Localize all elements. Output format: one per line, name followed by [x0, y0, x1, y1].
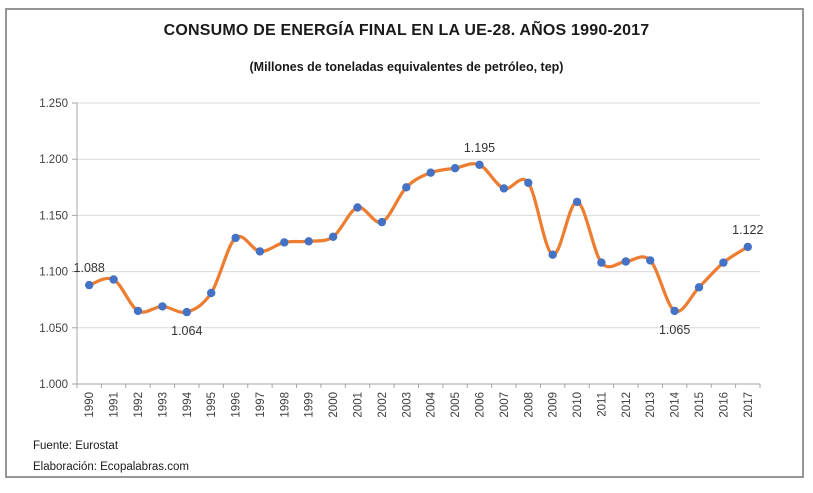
data-label: 1.195	[464, 141, 495, 155]
data-point-marker	[231, 233, 240, 243]
y-axis-label: 1.250	[39, 98, 68, 110]
data-point-marker	[548, 250, 557, 259]
x-axis-label: 2007	[499, 392, 511, 418]
chart-footer: Fuente: Eurostat Elaboración: Ecopalabra…	[33, 436, 189, 478]
x-axis-label: 2015	[694, 392, 706, 418]
data-point-marker	[85, 280, 94, 290]
x-axis-label: 2001	[353, 392, 365, 418]
x-axis-label: 2011	[596, 392, 608, 417]
y-axis-label: 1.200	[39, 154, 68, 166]
x-axis-label: 1999	[304, 392, 316, 418]
data-point-marker	[475, 160, 484, 169]
data-point-marker	[499, 184, 509, 193]
data-point-marker	[353, 203, 362, 212]
data-point-marker	[402, 183, 411, 192]
chart-title: CONSUMO DE ENERGÍA FINAL EN LA UE-28. AÑ…	[163, 22, 650, 39]
data-point-marker	[597, 258, 606, 267]
data-point-marker	[426, 168, 435, 177]
series-line	[87, 162, 750, 315]
data-point-marker	[670, 306, 679, 316]
x-axis-label: 2002	[377, 392, 389, 418]
data-label: 1.065	[659, 323, 690, 337]
data-point-marker	[182, 307, 191, 317]
y-axis-label: 1.050	[39, 323, 68, 335]
y-axis-label: 1.150	[39, 210, 68, 222]
data-point-marker	[109, 275, 118, 284]
data-point-marker	[694, 283, 704, 292]
x-axis-label: 1994	[182, 391, 194, 417]
x-axis-label: 2012	[621, 392, 633, 418]
x-axis-label: 2008	[523, 392, 535, 418]
data-point-marker	[280, 238, 289, 247]
x-axis-label: 2006	[474, 392, 486, 418]
data-point-marker	[719, 258, 728, 267]
x-axis-label: 2014	[670, 391, 682, 417]
x-axis-label: 2009	[548, 392, 560, 418]
x-axis-label: 1991	[109, 392, 121, 418]
y-axis-label: 1.000	[39, 379, 68, 391]
data-point-marker	[328, 232, 338, 241]
data-point-marker	[572, 197, 582, 207]
data-point-marker	[133, 306, 143, 316]
data-label: 1.064	[171, 324, 202, 338]
data-point-marker	[646, 256, 655, 265]
x-axis-label: 2017	[743, 392, 755, 418]
x-axis-label: 2005	[450, 392, 462, 418]
y-axis-label: 1.100	[39, 267, 68, 279]
source-note: Fuente: Eurostat	[33, 440, 119, 452]
data-label: 1.088	[74, 261, 105, 275]
chart-frame	[5, 8, 804, 478]
x-axis-label: 1992	[133, 392, 145, 418]
x-axis-label: 2004	[426, 391, 438, 417]
data-point-marker	[158, 302, 167, 311]
data-label: 1.122	[732, 223, 763, 237]
data-point-marker	[450, 164, 460, 173]
x-axis-label: 1996	[231, 392, 243, 418]
data-point-marker	[621, 257, 630, 266]
x-axis-label: 1997	[255, 392, 267, 418]
x-axis-label: 1993	[157, 392, 169, 418]
data-point-marker	[207, 288, 216, 298]
x-axis-label: 1998	[279, 392, 291, 418]
x-axis-label: 1995	[206, 392, 218, 418]
data-point-marker	[743, 242, 752, 252]
x-axis-label: 2000	[328, 392, 340, 418]
x-axis-label: 2016	[718, 392, 730, 418]
data-point-marker	[304, 237, 313, 246]
x-axis-label: 2003	[401, 392, 413, 418]
chart-subtitle: (Millones de toneladas equivalentes de p…	[249, 60, 564, 74]
data-point-marker	[377, 217, 387, 227]
x-axis-label: 1990	[84, 392, 96, 418]
elaboration-note: Elaboración: Ecopalabras.com	[33, 461, 189, 473]
data-point-marker	[524, 178, 533, 187]
x-axis-label: 2013	[645, 392, 657, 418]
data-point-marker	[255, 247, 265, 256]
x-axis-label: 2010	[572, 392, 584, 418]
